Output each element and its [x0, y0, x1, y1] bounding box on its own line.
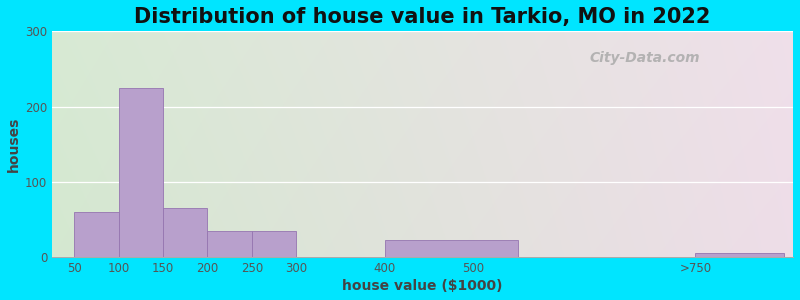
Bar: [252, 231, 296, 257]
Bar: [163, 208, 207, 257]
Y-axis label: houses: houses: [7, 116, 21, 172]
Bar: [74, 212, 118, 257]
Text: City-Data.com: City-Data.com: [590, 51, 700, 65]
Title: Distribution of house value in Tarkio, MO in 2022: Distribution of house value in Tarkio, M…: [134, 7, 711, 27]
Bar: [207, 231, 252, 257]
Bar: [695, 253, 784, 257]
X-axis label: house value ($1000): house value ($1000): [342, 279, 503, 293]
Bar: [385, 241, 518, 257]
Bar: [118, 88, 163, 257]
